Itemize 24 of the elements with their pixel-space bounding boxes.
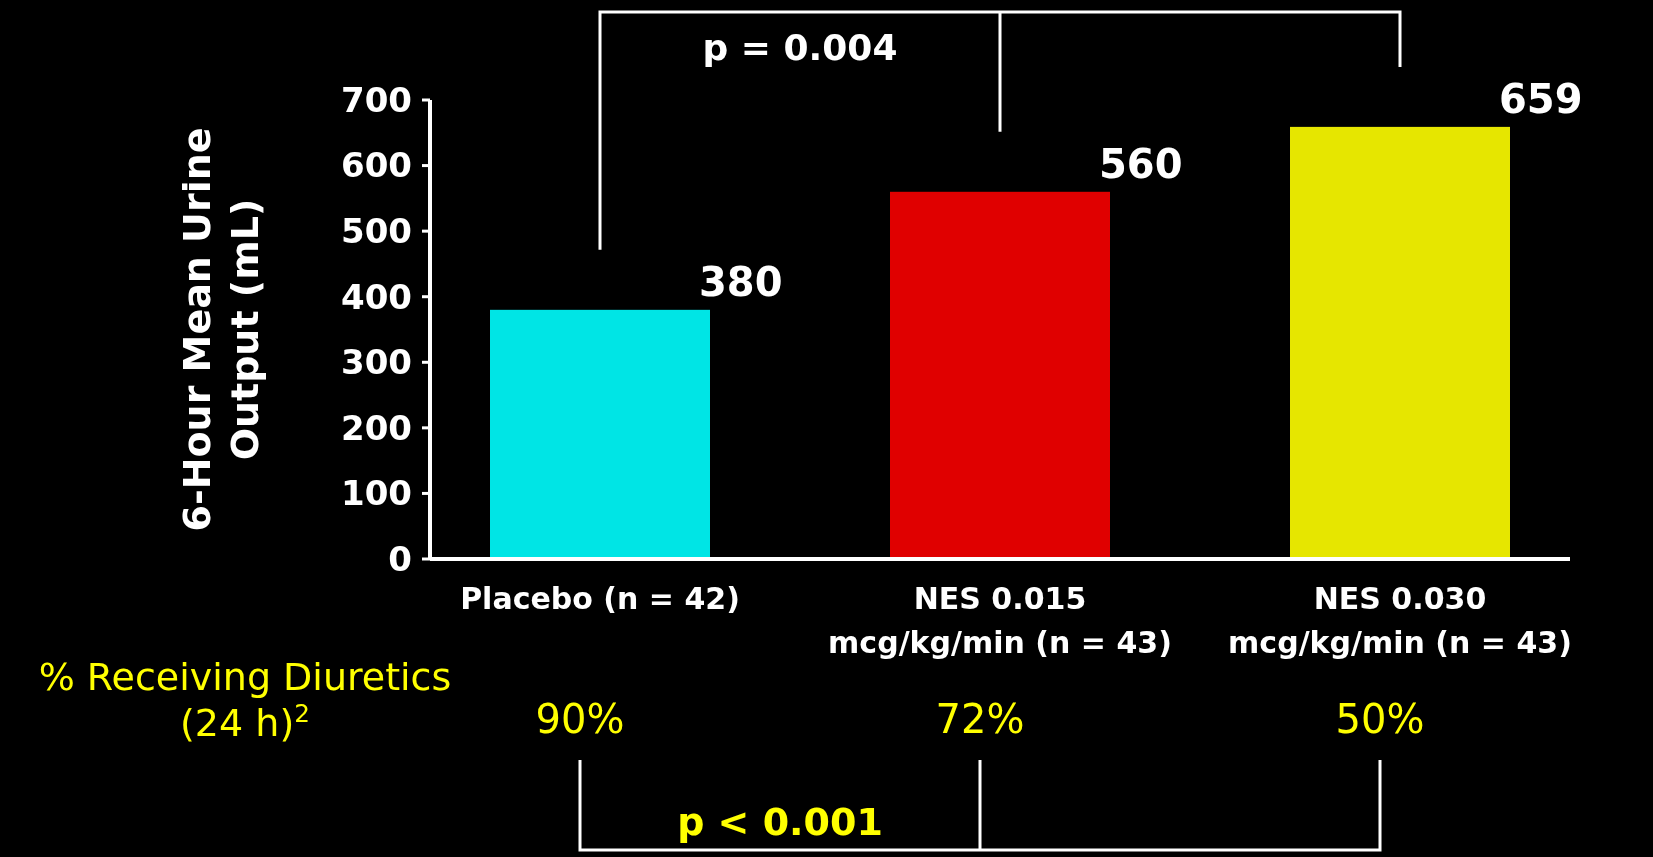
y-tick-label: 200: [341, 407, 412, 448]
bar: [890, 191, 1110, 559]
bar: [1290, 126, 1510, 559]
y-tick-label: 0: [388, 538, 412, 579]
y-tick-label: 100: [341, 473, 412, 514]
x-tick-label: Placebo (n = 42): [460, 581, 740, 616]
y-axis-title: 6-Hour Mean Urine Output (mL): [175, 127, 267, 532]
y-tick-label: 400: [341, 276, 412, 317]
y-tick-label: 600: [341, 145, 412, 186]
data-label: 659: [1499, 75, 1583, 122]
y-tick-label: 700: [341, 79, 412, 120]
text: % Receiving Diuretics (24 h)$^{2}$: [38, 655, 452, 745]
x-tick-label: NES 0.030 mcg/kg/min (n = 43): [1228, 581, 1572, 660]
text: 72%: [935, 696, 1025, 742]
text: 90%: [535, 696, 625, 742]
x-tick-label: NES 0.015 mcg/kg/min (n = 43): [828, 581, 1172, 660]
y-tick-label: 500: [341, 211, 412, 252]
data-label: 560: [1099, 140, 1183, 187]
text: p < 0.001: [677, 800, 883, 844]
text: p = 0.004: [702, 27, 898, 68]
text: 50%: [1335, 696, 1425, 742]
data-label: 380: [699, 258, 783, 305]
y-tick-label: 300: [341, 342, 412, 383]
bar: [490, 309, 710, 559]
